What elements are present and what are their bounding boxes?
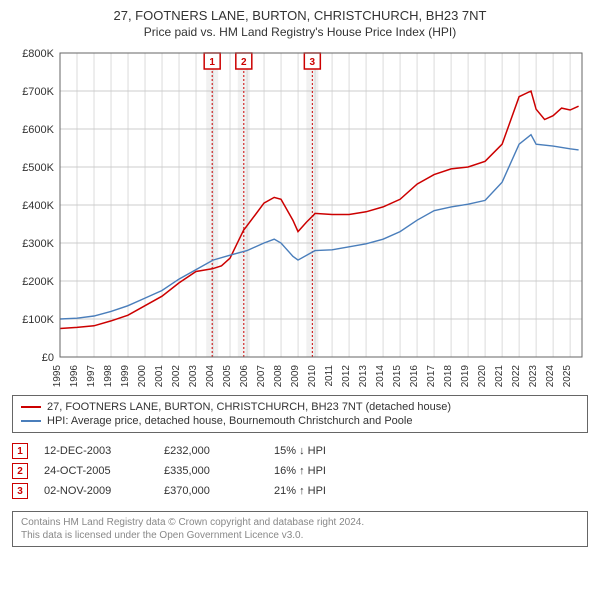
svg-text:£800K: £800K — [22, 48, 54, 60]
svg-text:£0: £0 — [42, 352, 54, 364]
svg-text:2022: 2022 — [511, 365, 522, 387]
svg-text:2004: 2004 — [205, 365, 216, 387]
legend-item: HPI: Average price, detached house, Bour… — [21, 414, 579, 428]
svg-text:1995: 1995 — [52, 365, 63, 387]
attribution: Contains HM Land Registry data © Crown c… — [12, 511, 588, 547]
svg-text:2016: 2016 — [409, 365, 420, 387]
svg-text:2017: 2017 — [426, 365, 437, 387]
svg-text:2007: 2007 — [256, 365, 267, 387]
svg-text:2008: 2008 — [273, 365, 284, 387]
marker-date: 12-DEC-2003 — [44, 445, 164, 457]
attribution-line: Contains HM Land Registry data © Crown c… — [21, 516, 579, 529]
svg-text:1996: 1996 — [69, 365, 80, 387]
svg-text:£600K: £600K — [22, 124, 54, 136]
svg-text:2019: 2019 — [460, 365, 471, 387]
svg-text:£100K: £100K — [22, 314, 54, 326]
svg-text:2006: 2006 — [239, 365, 250, 387]
svg-text:2015: 2015 — [392, 365, 403, 387]
sale-markers-list: 1 12-DEC-2003 £232,000 15% ↓ HPI 2 24-OC… — [12, 441, 588, 501]
svg-text:£700K: £700K — [22, 86, 54, 98]
svg-text:2000: 2000 — [137, 365, 148, 387]
svg-text:3: 3 — [310, 57, 316, 68]
svg-text:2012: 2012 — [341, 365, 352, 387]
svg-text:£200K: £200K — [22, 276, 54, 288]
chart-legend: 27, FOOTNERS LANE, BURTON, CHRISTCHURCH,… — [12, 395, 588, 433]
sale-marker-row: 3 02-NOV-2009 £370,000 21% ↑ HPI — [12, 481, 588, 501]
marker-delta: 21% ↑ HPI — [274, 485, 326, 497]
sale-marker-row: 1 12-DEC-2003 £232,000 15% ↓ HPI — [12, 441, 588, 461]
marker-date: 24-OCT-2005 — [44, 465, 164, 477]
marker-price: £232,000 — [164, 445, 274, 457]
svg-text:2014: 2014 — [375, 365, 386, 387]
svg-text:2: 2 — [241, 57, 247, 68]
svg-text:2001: 2001 — [154, 365, 165, 387]
marker-delta: 16% ↑ HPI — [274, 465, 326, 477]
svg-text:2002: 2002 — [171, 365, 182, 387]
svg-text:2025: 2025 — [562, 365, 573, 387]
svg-text:1: 1 — [209, 57, 215, 68]
svg-text:2013: 2013 — [358, 365, 369, 387]
legend-label: 27, FOOTNERS LANE, BURTON, CHRISTCHURCH,… — [47, 401, 451, 413]
attribution-line: This data is licensed under the Open Gov… — [21, 529, 579, 542]
legend-label: HPI: Average price, detached house, Bour… — [47, 415, 412, 427]
marker-date: 02-NOV-2009 — [44, 485, 164, 497]
page-title: 27, FOOTNERS LANE, BURTON, CHRISTCHURCH,… — [12, 8, 588, 23]
svg-text:1997: 1997 — [86, 365, 97, 387]
svg-text:2020: 2020 — [477, 365, 488, 387]
marker-number-icon: 2 — [12, 463, 28, 479]
svg-text:2009: 2009 — [290, 365, 301, 387]
svg-text:2023: 2023 — [528, 365, 539, 387]
legend-item: 27, FOOTNERS LANE, BURTON, CHRISTCHURCH,… — [21, 400, 579, 414]
marker-price: £335,000 — [164, 465, 274, 477]
svg-text:1999: 1999 — [120, 365, 131, 387]
marker-price: £370,000 — [164, 485, 274, 497]
legend-swatch-icon — [21, 406, 41, 408]
sale-marker-row: 2 24-OCT-2005 £335,000 16% ↑ HPI — [12, 461, 588, 481]
svg-text:£500K: £500K — [22, 162, 54, 174]
svg-text:2003: 2003 — [188, 365, 199, 387]
price-chart: £0 £100K £200K £300K £400K £500K £600K £700K £80… — [12, 47, 588, 387]
legend-swatch-icon — [21, 420, 41, 422]
marker-number-icon: 3 — [12, 483, 28, 499]
marker-number-icon: 1 — [12, 443, 28, 459]
svg-text:2010: 2010 — [307, 365, 318, 387]
marker-delta: 15% ↓ HPI — [274, 445, 326, 457]
svg-text:2024: 2024 — [545, 365, 556, 387]
svg-text:1998: 1998 — [103, 365, 114, 387]
page-subtitle: Price paid vs. HM Land Registry's House … — [12, 25, 588, 39]
svg-text:2011: 2011 — [324, 365, 335, 387]
svg-text:2021: 2021 — [494, 365, 505, 387]
svg-text:2005: 2005 — [222, 365, 233, 387]
svg-text:2018: 2018 — [443, 365, 454, 387]
svg-text:£300K: £300K — [22, 238, 54, 250]
svg-text:£400K: £400K — [22, 200, 54, 212]
